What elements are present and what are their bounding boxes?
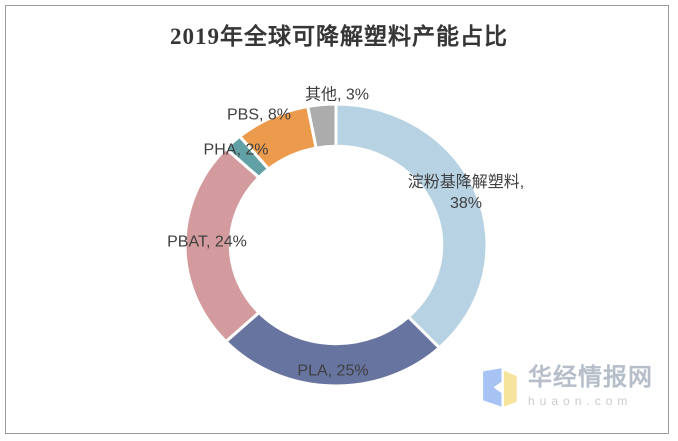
pie-slice-other [305,102,338,150]
slice-label-pha: PHA, 2% [203,141,269,159]
watermark-brand: 华经情报网 [528,364,653,391]
chart-title: 2019年全球可降解塑料产能占比 [170,24,508,49]
slice-label-pbat: PBAT, 24% [167,233,247,251]
watermark: 华经情报网 huaon.com [479,361,653,409]
pie-slice-starch [334,102,489,350]
slice-label-starch: 淀粉基降解塑料, 38% [407,174,525,212]
slice-label-pbs: PBS, 8% [226,106,292,124]
slice-label-other: 其他, 3% [304,86,370,104]
watermark-text: 华经情报网 huaon.com [528,361,653,408]
slice-label-pla: PLA, 25% [297,362,369,380]
huaon-logo-icon [483,368,517,407]
watermark-domain: huaon.com [528,394,633,409]
